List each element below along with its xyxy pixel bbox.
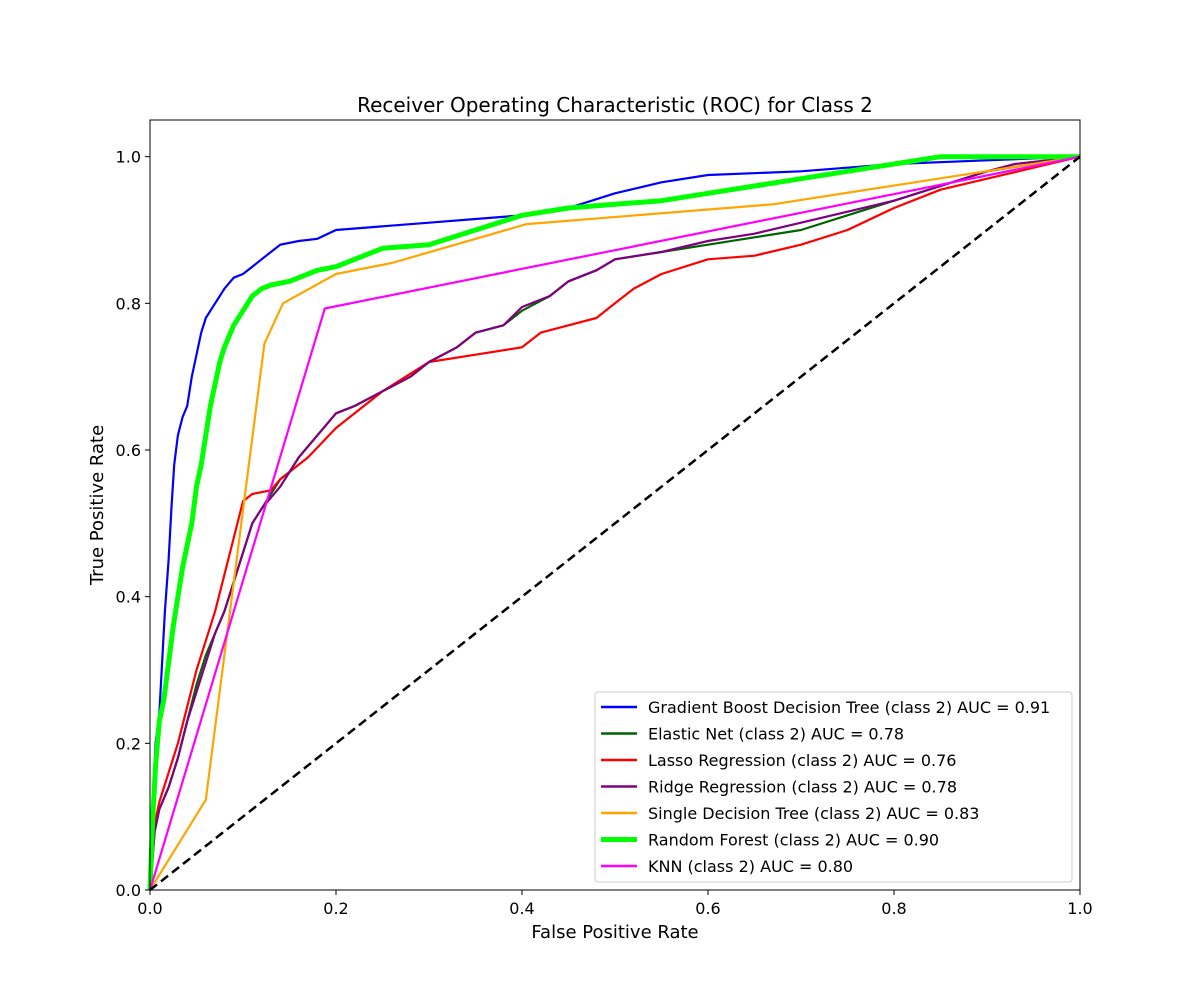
legend-label-1: Elastic Net (class 2) AUC = 0.78 [648,725,904,744]
legend-label-6: KNN (class 2) AUC = 0.80 [648,857,853,876]
legend-label-0: Gradient Boost Decision Tree (class 2) A… [648,698,1050,717]
y-tick-label: 0.8 [116,294,141,313]
chance-reference-line [149,155,1081,891]
series-line-0 [148,155,1081,891]
x-tick-label: 1.0 [1067,899,1092,918]
y-tick-label: 0.6 [116,441,141,460]
x-tick-label: 0.2 [323,899,348,918]
y-tick-label: 0.2 [116,734,141,753]
plot-area [147,119,1081,891]
legend-items: Gradient Boost Decision Tree (class 2) A… [601,698,1050,876]
plot-frame [149,119,1081,891]
x-tick-label: 0.6 [695,899,720,918]
y-tick-label: 1.0 [116,148,141,167]
legend-label-3: Ridge Regression (class 2) AUC = 0.78 [648,778,957,797]
series-line-4 [149,155,1081,891]
series-line-5 [147,154,1080,891]
series-line-6 [148,155,1081,891]
y-axis-ticks: 0.0 0.2 0.4 0.6 0.8 1.0 [116,148,150,900]
legend-label-2: Lasso Regression (class 2) AUC = 0.76 [648,751,956,770]
legend: Gradient Boost Decision Tree (class 2) A… [594,691,1073,883]
series-layer [147,154,1081,891]
x-tick-label: 0.8 [881,899,906,918]
y-tick-label: 0.0 [116,881,141,900]
y-axis-label: True Positive Rate [87,425,108,586]
x-tick-label: 0.0 [137,899,162,918]
series-line-3 [148,155,1081,891]
legend-box [594,691,1073,883]
legend-label-4: Single Decision Tree (class 2) AUC = 0.8… [648,804,979,823]
x-axis-ticks: 0.0 0.2 0.4 0.6 0.8 1.0 [137,890,1093,918]
x-axis-label: False Positive Rate [531,922,698,943]
x-tick-label: 0.4 [509,899,534,918]
chart-title: Receiver Operating Characteristic (ROC) … [357,93,873,117]
legend-label-5: Random Forest (class 2) AUC = 0.90 [648,831,939,850]
y-tick-label: 0.4 [116,588,141,607]
